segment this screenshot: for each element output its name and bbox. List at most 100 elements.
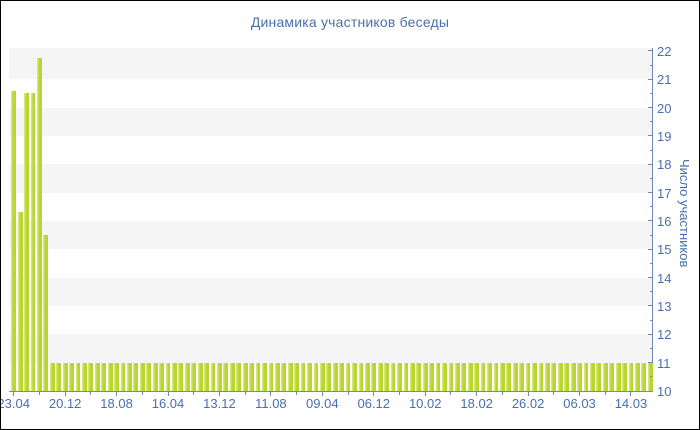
y-tick-label: 12 (657, 327, 672, 343)
x-axis-tick (13, 392, 15, 396)
bar (538, 362, 544, 391)
x-tick-label: 14.03 (614, 396, 648, 411)
bar (641, 362, 647, 391)
bar (69, 362, 74, 391)
bar (249, 362, 254, 391)
y-axis-tick (648, 362, 652, 364)
bar (596, 362, 602, 391)
bar (287, 362, 293, 391)
x-axis-tick (630, 392, 632, 396)
grid-band (9, 164, 652, 193)
x-axis-tick (218, 392, 220, 396)
y-tick-label: 17 (657, 185, 672, 201)
bar (577, 362, 582, 391)
bar (326, 362, 332, 391)
bar (114, 362, 119, 391)
x-axis-tick (167, 392, 169, 396)
x-tick-label: 26.02 (511, 396, 545, 411)
bar (127, 362, 132, 391)
bar (499, 362, 505, 391)
y-tick-label: 13 (657, 298, 672, 314)
bar (37, 57, 42, 391)
grid-band (9, 48, 652, 80)
bar (17, 212, 23, 391)
bar (197, 362, 203, 391)
y-axis-minor-tick (649, 319, 652, 321)
x-axis-minor-tick (141, 392, 143, 395)
x-tick-label: 18.02 (460, 396, 493, 411)
bar (429, 362, 435, 391)
bar (467, 362, 473, 391)
x-tick-label: 10.02 (408, 396, 442, 411)
bar (519, 362, 525, 391)
y-axis-tick (648, 78, 652, 80)
y-axis-tick (648, 220, 652, 222)
bar (281, 362, 287, 391)
y-axis-minor-tick (649, 206, 652, 208)
bar (377, 362, 383, 391)
x-axis-minor-tick (450, 392, 452, 395)
grid-band (9, 107, 652, 136)
x-axis-tick (527, 392, 529, 396)
x-axis-tick (64, 392, 66, 396)
bar (615, 362, 621, 391)
y-tick-label: 15 (657, 242, 672, 258)
y-axis-tick (648, 135, 652, 137)
bar (416, 362, 422, 391)
y-axis-minor-tick (649, 177, 652, 179)
y-axis-tick (648, 50, 652, 52)
bar (332, 362, 338, 391)
x-tick-label: 23.04 (0, 396, 30, 411)
y-axis-minor-tick (649, 149, 652, 151)
y-axis-tick (648, 107, 652, 109)
bar (300, 362, 306, 391)
x-axis-minor-tick (604, 392, 606, 395)
x-axis-tick (116, 392, 118, 396)
bar (532, 362, 537, 391)
bar (635, 362, 640, 391)
bar (88, 362, 94, 391)
bar (30, 93, 36, 391)
bar (397, 362, 402, 391)
bar (236, 362, 242, 391)
x-axis-minor-tick (553, 392, 555, 395)
bar (590, 362, 595, 391)
bar (493, 362, 499, 391)
bar (384, 362, 390, 391)
bar (551, 362, 557, 391)
bar (512, 362, 518, 391)
bar (622, 362, 627, 391)
bar (313, 362, 319, 391)
bar (319, 362, 325, 391)
y-tick-label: 10 (657, 384, 672, 399)
bar (120, 362, 126, 391)
bar (544, 362, 550, 391)
bar (43, 235, 49, 391)
bar (454, 362, 460, 391)
bar (24, 93, 29, 391)
bar (242, 362, 248, 391)
bar (557, 362, 563, 391)
x-tick-label: 06.03 (563, 396, 596, 411)
bar (474, 362, 480, 391)
bar (62, 362, 68, 391)
y-axis-title: Число участников (677, 159, 692, 268)
y-axis-minor-tick (649, 92, 652, 94)
y-axis-minor-tick (649, 64, 652, 66)
bar (152, 362, 158, 391)
bar (139, 362, 145, 391)
x-tick-label: 16.04 (151, 396, 185, 411)
bar (191, 362, 197, 391)
bar (159, 362, 164, 391)
bar (210, 362, 216, 391)
x-axis-minor-tick (193, 392, 195, 395)
x-tick-label: 20.12 (48, 396, 82, 411)
bar (435, 362, 441, 391)
bar (133, 362, 139, 391)
grid-bands (9, 48, 652, 391)
bar (223, 362, 229, 391)
bar (101, 362, 107, 391)
y-axis-tick (648, 390, 652, 392)
bar (358, 362, 364, 391)
